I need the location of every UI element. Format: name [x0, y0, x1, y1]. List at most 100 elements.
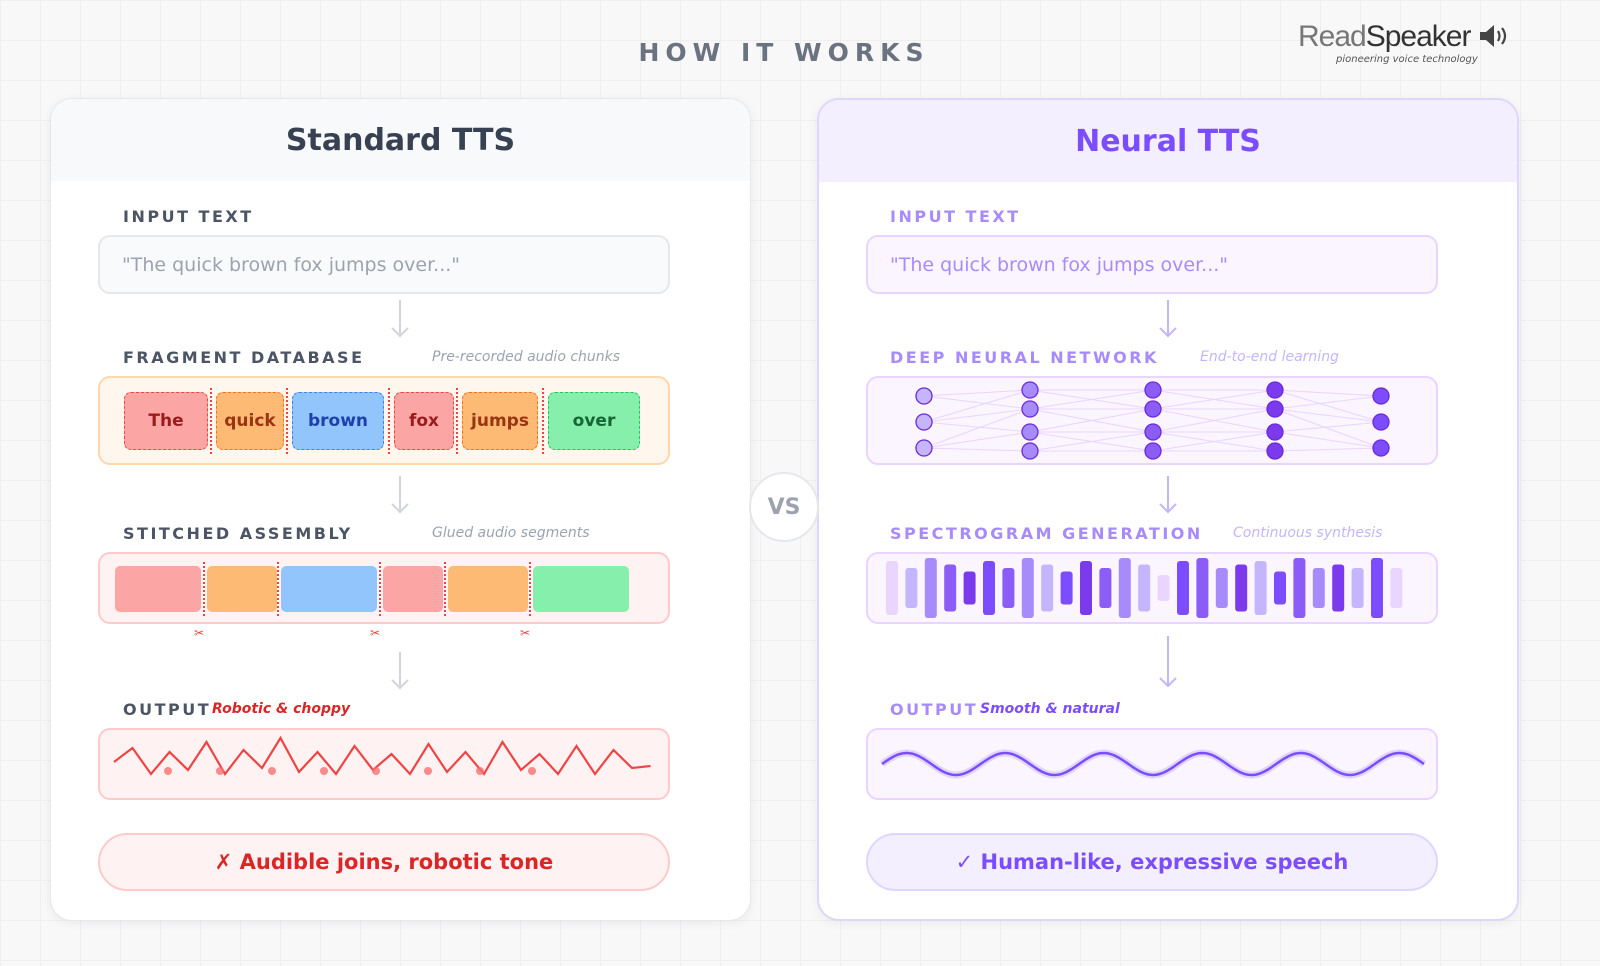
connection	[923, 447, 1031, 452]
neuron	[1266, 381, 1284, 399]
neuron	[1021, 442, 1039, 460]
glitch-point	[164, 767, 172, 775]
spectrogram-bar	[1390, 568, 1403, 608]
fragment-label: FRAGMENT DATABASE	[123, 348, 365, 367]
spectrogram-sub: Continuous synthesis	[1233, 525, 1383, 541]
connection	[1274, 408, 1382, 449]
spectrogram-bar	[1293, 558, 1306, 618]
connection	[923, 408, 1031, 449]
spectrogram-bar	[944, 564, 957, 612]
scissors-icon: ✂	[194, 626, 205, 640]
neuron	[1144, 381, 1162, 399]
vs-badge: VS	[749, 472, 819, 542]
connection	[1152, 389, 1276, 410]
neuron	[1144, 423, 1162, 441]
spectrogram-bar	[1021, 558, 1034, 618]
neuron	[1266, 423, 1284, 441]
audio-segment	[207, 566, 277, 612]
neuron	[1266, 400, 1284, 418]
glitch-point	[372, 767, 380, 775]
spectrogram-bar	[1196, 558, 1209, 618]
fragment-jumps: jumps	[462, 392, 538, 450]
spectrogram-bar	[1215, 568, 1228, 608]
glitch-point	[424, 767, 432, 775]
glitch-point	[216, 767, 224, 775]
connection	[1274, 395, 1382, 410]
fragment-quick: quick	[216, 392, 284, 450]
neuron	[915, 439, 933, 457]
waveform-line	[113, 735, 651, 776]
glitch-point	[268, 767, 276, 775]
spectrogram-bar	[963, 571, 976, 605]
spectrogram-bar	[1332, 564, 1345, 612]
connection	[923, 389, 1031, 397]
spectrogram-bar	[1177, 561, 1189, 615]
connection	[1274, 408, 1382, 423]
connection	[923, 431, 1031, 449]
network-sub: End-to-end learning	[1200, 349, 1339, 365]
connection	[923, 395, 1031, 410]
output-label: OUTPUT	[123, 700, 212, 719]
glitch-point	[476, 767, 484, 775]
connection	[1274, 389, 1382, 423]
spectrogram-bar	[1138, 564, 1151, 612]
spectrogram-bar	[1080, 561, 1092, 615]
join-marker	[277, 562, 279, 616]
glitch-point	[528, 767, 536, 775]
audio-segment	[448, 566, 528, 612]
spectrogram-bar	[1274, 571, 1286, 605]
input-label: INPUT TEXT	[123, 207, 254, 226]
spectrogram-bar	[1312, 568, 1325, 608]
connection	[1029, 408, 1154, 433]
input-label: INPUT TEXT	[890, 207, 1021, 226]
neuron	[1266, 442, 1284, 460]
input-text-box: "The quick brown fox jumps over..."	[866, 235, 1438, 294]
connection	[923, 408, 1031, 423]
waveform-line	[881, 751, 1425, 777]
join-marker	[379, 562, 381, 616]
spectrogram	[866, 552, 1438, 624]
audio-segment	[533, 566, 629, 612]
standard-verdict: ✗ Audible joins, robotic tone	[98, 833, 670, 891]
connection	[1274, 447, 1382, 452]
spectrogram-bar	[1235, 564, 1248, 612]
page-title: HOW IT WORKS	[638, 38, 930, 67]
scissors-icon: ✂	[520, 626, 531, 640]
neuron	[1144, 400, 1162, 418]
connection	[923, 389, 1031, 423]
fragment-over: over	[548, 392, 640, 450]
stitched-label: STITCHED ASSEMBLY	[123, 524, 353, 543]
output-sub: Robotic & choppy	[212, 701, 351, 717]
network-label: DEEP NEURAL NETWORK	[890, 348, 1159, 367]
readspeaker-logo: ReadSpeaker pioneering voice technology	[1298, 20, 1518, 65]
neural-verdict: ✓ Human-like, expressive speech	[866, 833, 1438, 891]
fragment-sub: Pre-recorded audio chunks	[432, 349, 621, 365]
spectrogram-bar	[924, 558, 937, 618]
scissors-icon: ✂	[370, 626, 381, 640]
card-title: Neural TTS	[819, 100, 1517, 182]
neuron	[1021, 423, 1039, 441]
fragment-database: The quick brown fox jumps over	[98, 376, 670, 465]
spectrogram-bar	[905, 568, 918, 608]
glitch-point	[320, 767, 328, 775]
stitched-sub: Glued audio segments	[432, 525, 590, 541]
neuron	[1372, 413, 1390, 431]
join-marker	[456, 388, 458, 454]
neuron	[915, 387, 933, 405]
audio-segment	[383, 566, 443, 612]
spectrogram-bar	[1099, 568, 1112, 608]
neural-network	[866, 376, 1438, 465]
neuron	[1144, 442, 1162, 460]
spectrogram-label: SPECTROGRAM GENERATION	[890, 524, 1203, 543]
speaker-icon	[1479, 25, 1506, 47]
spectrogram-bar	[886, 561, 898, 615]
connection	[923, 421, 1031, 433]
join-marker	[388, 388, 390, 454]
join-marker	[542, 388, 544, 454]
join-marker	[444, 562, 446, 616]
join-marker	[286, 388, 288, 454]
spectrogram-bar	[1041, 564, 1054, 612]
connection	[1274, 389, 1382, 397]
connection	[1274, 431, 1382, 449]
